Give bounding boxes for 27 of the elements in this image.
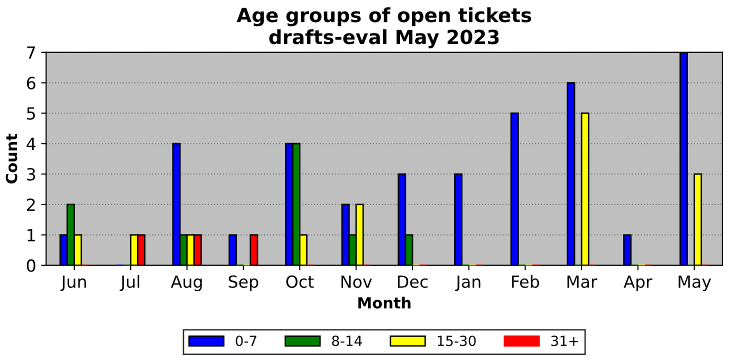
x-tick-label: Jun (60, 276, 86, 292)
x-tick-label: Jan (455, 276, 480, 292)
y-tick-label: 0 (26, 259, 36, 272)
x-tick-label: Mar (567, 276, 598, 288)
chart-title: Age groups of open tickets drafts-eval May 2023 (236, 7, 532, 48)
x-tick-label: Aug (170, 276, 202, 292)
legend-label: 8-14 (332, 336, 362, 346)
x-tick-label: Jul (120, 275, 140, 292)
y-axis-title: Count (6, 134, 18, 184)
x-tick-label: Sep (228, 275, 258, 292)
x-tick-label: Oct (286, 275, 314, 288)
y-tick-label: 1 (28, 229, 35, 242)
x-tick-label: Apr (624, 276, 652, 292)
legend-label: 15-30 (438, 336, 476, 346)
y-tick-label: 7 (27, 46, 35, 59)
x-tick-label: Dec (398, 276, 428, 288)
legend-label: 0-7 (236, 336, 256, 346)
y-tick-label: 3 (27, 168, 36, 181)
y-tick-label: 6 (26, 76, 36, 90)
y-tick-label: 2 (27, 198, 35, 211)
legend-label: 31+ (551, 336, 578, 346)
x-tick-label: May (678, 276, 712, 292)
x-tick-label: Nov (341, 276, 372, 288)
y-tick-label: 4 (26, 138, 36, 150)
x-tick-label: Feb (512, 275, 540, 288)
x-axis-title: Month (358, 296, 410, 309)
y-tick-label: 5 (27, 107, 35, 120)
